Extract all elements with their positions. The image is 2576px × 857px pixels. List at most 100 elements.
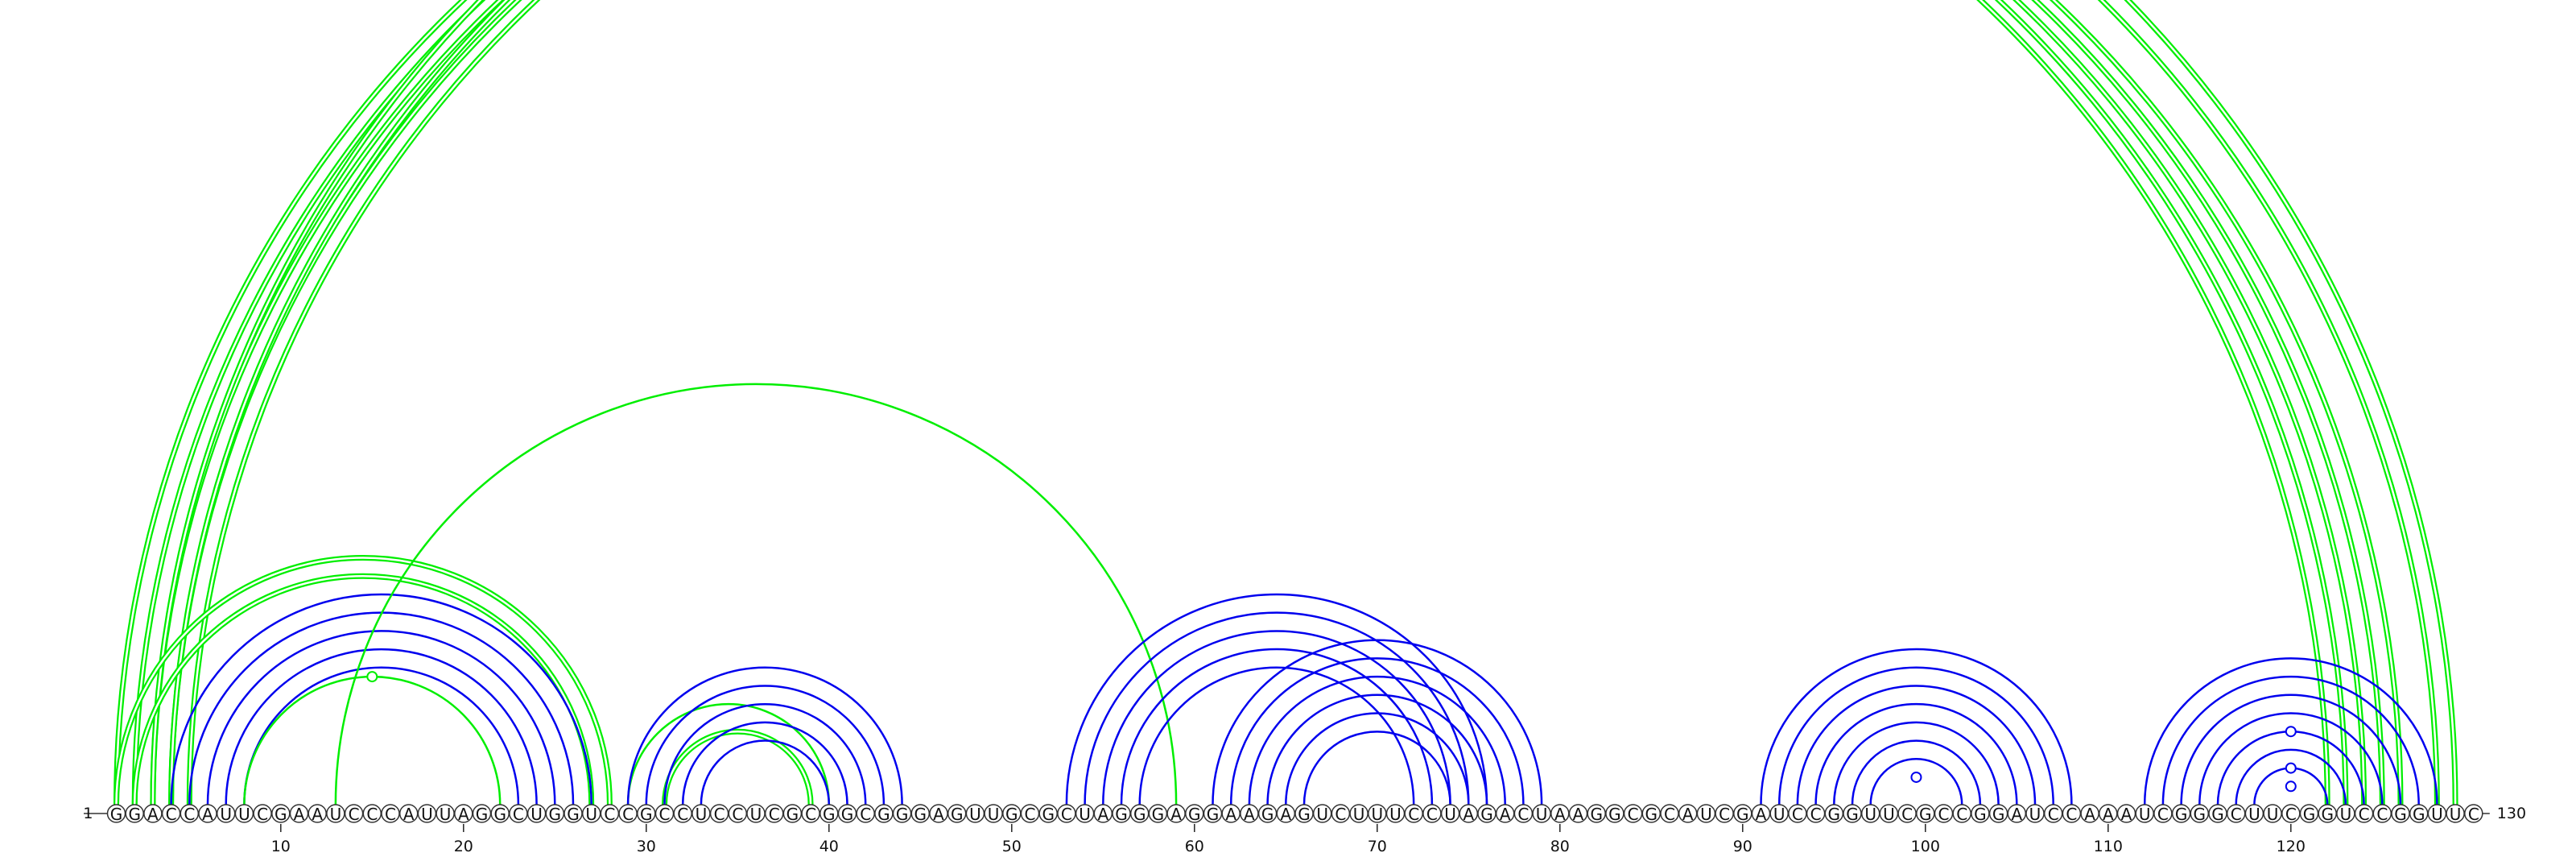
nucleotide-letter: C <box>1792 805 1803 824</box>
nucleotide: A <box>1240 804 1259 824</box>
nucleotide-letter: C <box>513 805 524 824</box>
nucleotide-letter: A <box>1554 805 1566 824</box>
nucleotide-letter: C <box>1810 805 1822 824</box>
nucleotide-letter: U <box>1389 805 1402 824</box>
arc <box>170 593 592 805</box>
nucleotide: U <box>1075 804 1095 824</box>
nucleotide: A <box>1550 804 1570 824</box>
nucleotide-letter: C <box>1025 805 1036 824</box>
nucleotide: C <box>344 804 364 824</box>
nucleotide: G <box>545 804 565 824</box>
nucleotide: C <box>1057 804 1076 824</box>
nucleotide-letter: C <box>659 805 671 824</box>
nucleotide-letter: C <box>1517 805 1529 824</box>
nucleotide-letter: A <box>2084 805 2095 824</box>
nucleotide: C <box>654 804 675 824</box>
nucleotide: G <box>2171 804 2191 824</box>
nucleotide: G <box>1038 804 1058 824</box>
nucleotide-letter: G <box>1133 805 1146 824</box>
arc <box>243 666 520 805</box>
nucleotide-letter: C <box>1426 805 1438 824</box>
arc <box>1302 730 1451 805</box>
nucleotide: U <box>2427 804 2447 824</box>
nucleotide: A <box>143 804 163 824</box>
arc <box>626 702 831 805</box>
arc <box>2161 675 2420 805</box>
nucleotide-letter: G <box>1152 805 1165 824</box>
arc-outer <box>168 0 2440 805</box>
nucleotide-letter: G <box>1608 805 1621 824</box>
nucleotide-letter: C <box>2157 805 2169 824</box>
nucleotide-letter: U <box>330 805 342 824</box>
nucleotide-letter: G <box>823 805 836 824</box>
arc-inner <box>133 575 592 805</box>
nucleotide-letter: C <box>1956 805 1967 824</box>
nucleotide: U <box>2263 804 2282 824</box>
arc-inner <box>188 0 2402 805</box>
pair-marker <box>2285 726 2297 738</box>
nucleotide: G <box>819 804 839 824</box>
arc <box>243 675 502 805</box>
arc <box>1212 639 1543 805</box>
nucleotide-letter: G <box>549 805 562 824</box>
tick-label: 60 <box>1185 838 1204 855</box>
nucleotide: U <box>2135 804 2154 824</box>
arc <box>1102 630 1451 805</box>
nucleotide: A <box>2007 804 2027 824</box>
nucleotide-letter: G <box>2211 805 2224 824</box>
nucleotide: U <box>1879 804 1899 824</box>
nucleotide-letter: A <box>1097 805 1108 824</box>
nucleotide-letter: G <box>896 805 909 824</box>
nucleotide: G <box>1185 804 1204 824</box>
nucleotide: G <box>490 804 510 824</box>
nucleotide-letter: U <box>1371 805 1383 824</box>
arc <box>700 739 831 805</box>
nucleotide: U <box>1532 804 1551 824</box>
nucleotide-letter: C <box>769 805 780 824</box>
nucleotide-letter: A <box>1244 805 1255 824</box>
nucleotide: C <box>1623 804 1643 824</box>
nucleotide: G <box>1203 804 1223 824</box>
nucleotide-letter: G <box>1115 805 1128 824</box>
nucleotide: U <box>2244 804 2264 824</box>
nucleotide-letter: A <box>1500 805 1511 824</box>
arc <box>1120 648 1434 805</box>
nucleotide-letter: A <box>147 805 159 824</box>
nucleotide-letter: C <box>1061 805 1072 824</box>
nucleotide: U <box>2025 804 2045 824</box>
nucleotide-letter: U <box>1316 805 1328 824</box>
tick-label: 30 <box>637 838 656 855</box>
nucleotide-letter: G <box>1298 805 1311 824</box>
nucleotide-letter: G <box>877 805 890 824</box>
nucleotide: C <box>362 804 382 824</box>
arc <box>1796 685 2037 805</box>
nucleotide: G <box>1294 804 1314 824</box>
nucleotide: U <box>691 804 711 824</box>
nucleotide-letter: G <box>1828 805 1841 824</box>
nucleotide-letter: G <box>1992 805 2005 824</box>
nucleotide: G <box>1587 804 1606 824</box>
arc <box>1084 611 1470 805</box>
nucleotide-letter: U <box>969 805 981 824</box>
tick-label: 50 <box>1002 838 1022 855</box>
nucleotide: G <box>782 804 803 824</box>
nucleotide: U <box>1440 804 1460 824</box>
nucleotide: A <box>1093 804 1113 824</box>
nucleotide: G <box>1129 804 1150 824</box>
arc <box>2180 693 2402 805</box>
nucleotide-letter: C <box>604 805 615 824</box>
nucleotide-letter: U <box>1864 805 1876 824</box>
nucleotide: A <box>1678 804 1698 824</box>
nucleotide: A <box>929 804 948 824</box>
arc <box>206 630 556 805</box>
nucleotide: G <box>874 804 894 824</box>
nucleotide: U <box>1368 804 1387 824</box>
nucleotide: C <box>1660 804 1679 824</box>
nucleotide-letter: U <box>585 805 597 824</box>
nucleotide-letter: A <box>202 805 213 824</box>
nucleotide-letter: C <box>366 805 378 824</box>
arc <box>645 685 886 805</box>
nucleotide: C <box>1934 804 1954 824</box>
nucleotide-letter: G <box>914 805 927 824</box>
tick-label: 10 <box>271 838 291 855</box>
